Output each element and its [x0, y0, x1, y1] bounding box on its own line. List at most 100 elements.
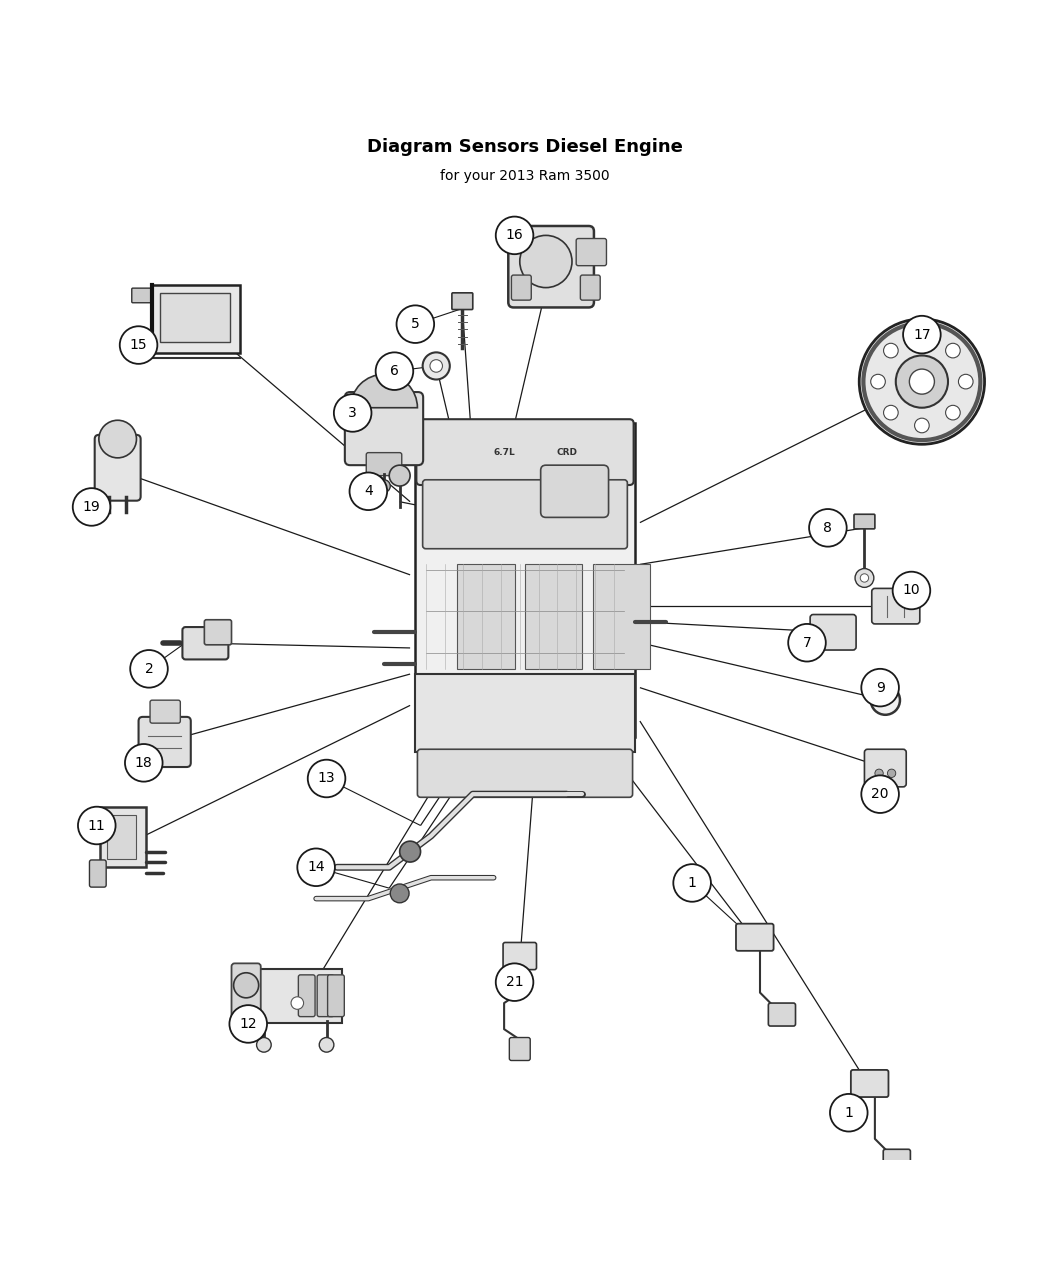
Circle shape: [391, 884, 410, 903]
Circle shape: [883, 343, 898, 358]
FancyBboxPatch shape: [89, 859, 106, 887]
Circle shape: [896, 356, 948, 408]
Circle shape: [875, 769, 883, 778]
FancyBboxPatch shape: [416, 674, 634, 752]
Text: 21: 21: [506, 975, 523, 989]
Circle shape: [400, 842, 421, 862]
FancyBboxPatch shape: [107, 815, 136, 859]
FancyBboxPatch shape: [508, 226, 594, 307]
Circle shape: [120, 326, 158, 363]
FancyBboxPatch shape: [100, 807, 146, 867]
FancyBboxPatch shape: [525, 565, 583, 669]
Circle shape: [390, 465, 411, 486]
Circle shape: [861, 775, 899, 813]
FancyBboxPatch shape: [872, 588, 920, 623]
Circle shape: [915, 418, 929, 432]
Text: 2: 2: [145, 662, 153, 676]
Circle shape: [892, 571, 930, 609]
FancyBboxPatch shape: [541, 465, 609, 518]
FancyBboxPatch shape: [811, 615, 856, 650]
Circle shape: [946, 405, 960, 419]
Circle shape: [229, 1005, 267, 1043]
Circle shape: [496, 964, 533, 1001]
FancyBboxPatch shape: [131, 335, 152, 349]
Text: 10: 10: [903, 584, 920, 598]
Text: 13: 13: [318, 771, 335, 785]
Circle shape: [883, 405, 898, 419]
Text: 9: 9: [876, 681, 884, 695]
FancyBboxPatch shape: [576, 238, 607, 265]
FancyBboxPatch shape: [416, 423, 634, 737]
FancyBboxPatch shape: [328, 975, 344, 1016]
Text: 18: 18: [134, 756, 152, 770]
Circle shape: [909, 368, 934, 394]
Circle shape: [861, 669, 899, 706]
Circle shape: [520, 236, 572, 288]
FancyBboxPatch shape: [151, 286, 240, 353]
FancyBboxPatch shape: [317, 975, 334, 1016]
FancyBboxPatch shape: [237, 969, 342, 1023]
Circle shape: [78, 807, 116, 844]
Circle shape: [256, 1038, 271, 1052]
FancyBboxPatch shape: [883, 1149, 910, 1172]
FancyBboxPatch shape: [344, 391, 423, 465]
FancyBboxPatch shape: [736, 923, 774, 951]
Circle shape: [334, 394, 372, 432]
Circle shape: [673, 864, 711, 901]
Text: Diagram Sensors Diesel Engine: Diagram Sensors Diesel Engine: [368, 138, 682, 156]
Circle shape: [830, 1094, 867, 1131]
Text: 14: 14: [308, 861, 324, 875]
Circle shape: [810, 509, 846, 547]
Circle shape: [397, 306, 434, 343]
Text: 4: 4: [364, 484, 373, 499]
Circle shape: [887, 769, 896, 778]
Circle shape: [376, 352, 414, 390]
Text: 1: 1: [688, 876, 696, 890]
Text: 6: 6: [390, 365, 399, 379]
FancyBboxPatch shape: [503, 942, 537, 969]
Text: 3: 3: [349, 405, 357, 419]
FancyBboxPatch shape: [94, 435, 141, 501]
FancyBboxPatch shape: [854, 514, 875, 529]
Circle shape: [72, 488, 110, 525]
Circle shape: [789, 623, 825, 662]
FancyBboxPatch shape: [457, 565, 514, 669]
Circle shape: [959, 375, 973, 389]
FancyBboxPatch shape: [139, 717, 191, 768]
Circle shape: [130, 650, 168, 687]
FancyBboxPatch shape: [509, 1038, 530, 1061]
FancyBboxPatch shape: [366, 453, 402, 476]
FancyBboxPatch shape: [205, 620, 231, 645]
Circle shape: [297, 848, 335, 886]
FancyBboxPatch shape: [231, 964, 260, 1020]
Text: 17: 17: [914, 328, 930, 342]
FancyBboxPatch shape: [581, 275, 601, 300]
Circle shape: [99, 421, 136, 458]
Circle shape: [946, 343, 960, 358]
FancyBboxPatch shape: [160, 293, 230, 343]
Wedge shape: [351, 375, 418, 408]
Text: 20: 20: [872, 787, 889, 801]
Text: 12: 12: [239, 1017, 257, 1031]
FancyBboxPatch shape: [864, 750, 906, 787]
FancyBboxPatch shape: [423, 479, 627, 548]
Circle shape: [125, 745, 163, 782]
Text: 15: 15: [130, 338, 147, 352]
FancyBboxPatch shape: [183, 627, 229, 659]
Circle shape: [429, 360, 442, 372]
Circle shape: [233, 973, 258, 998]
Text: CRD: CRD: [556, 448, 578, 456]
Text: 11: 11: [88, 819, 106, 833]
FancyBboxPatch shape: [417, 419, 633, 484]
Text: 8: 8: [823, 520, 833, 534]
Circle shape: [378, 479, 391, 492]
FancyBboxPatch shape: [418, 750, 632, 797]
FancyBboxPatch shape: [150, 700, 181, 723]
Circle shape: [423, 352, 449, 380]
Text: 16: 16: [506, 228, 524, 242]
Text: for your 2013 Ram 3500: for your 2013 Ram 3500: [440, 168, 610, 182]
Text: 1: 1: [844, 1105, 854, 1119]
Text: 5: 5: [411, 317, 420, 332]
Circle shape: [870, 375, 885, 389]
Circle shape: [855, 569, 874, 588]
